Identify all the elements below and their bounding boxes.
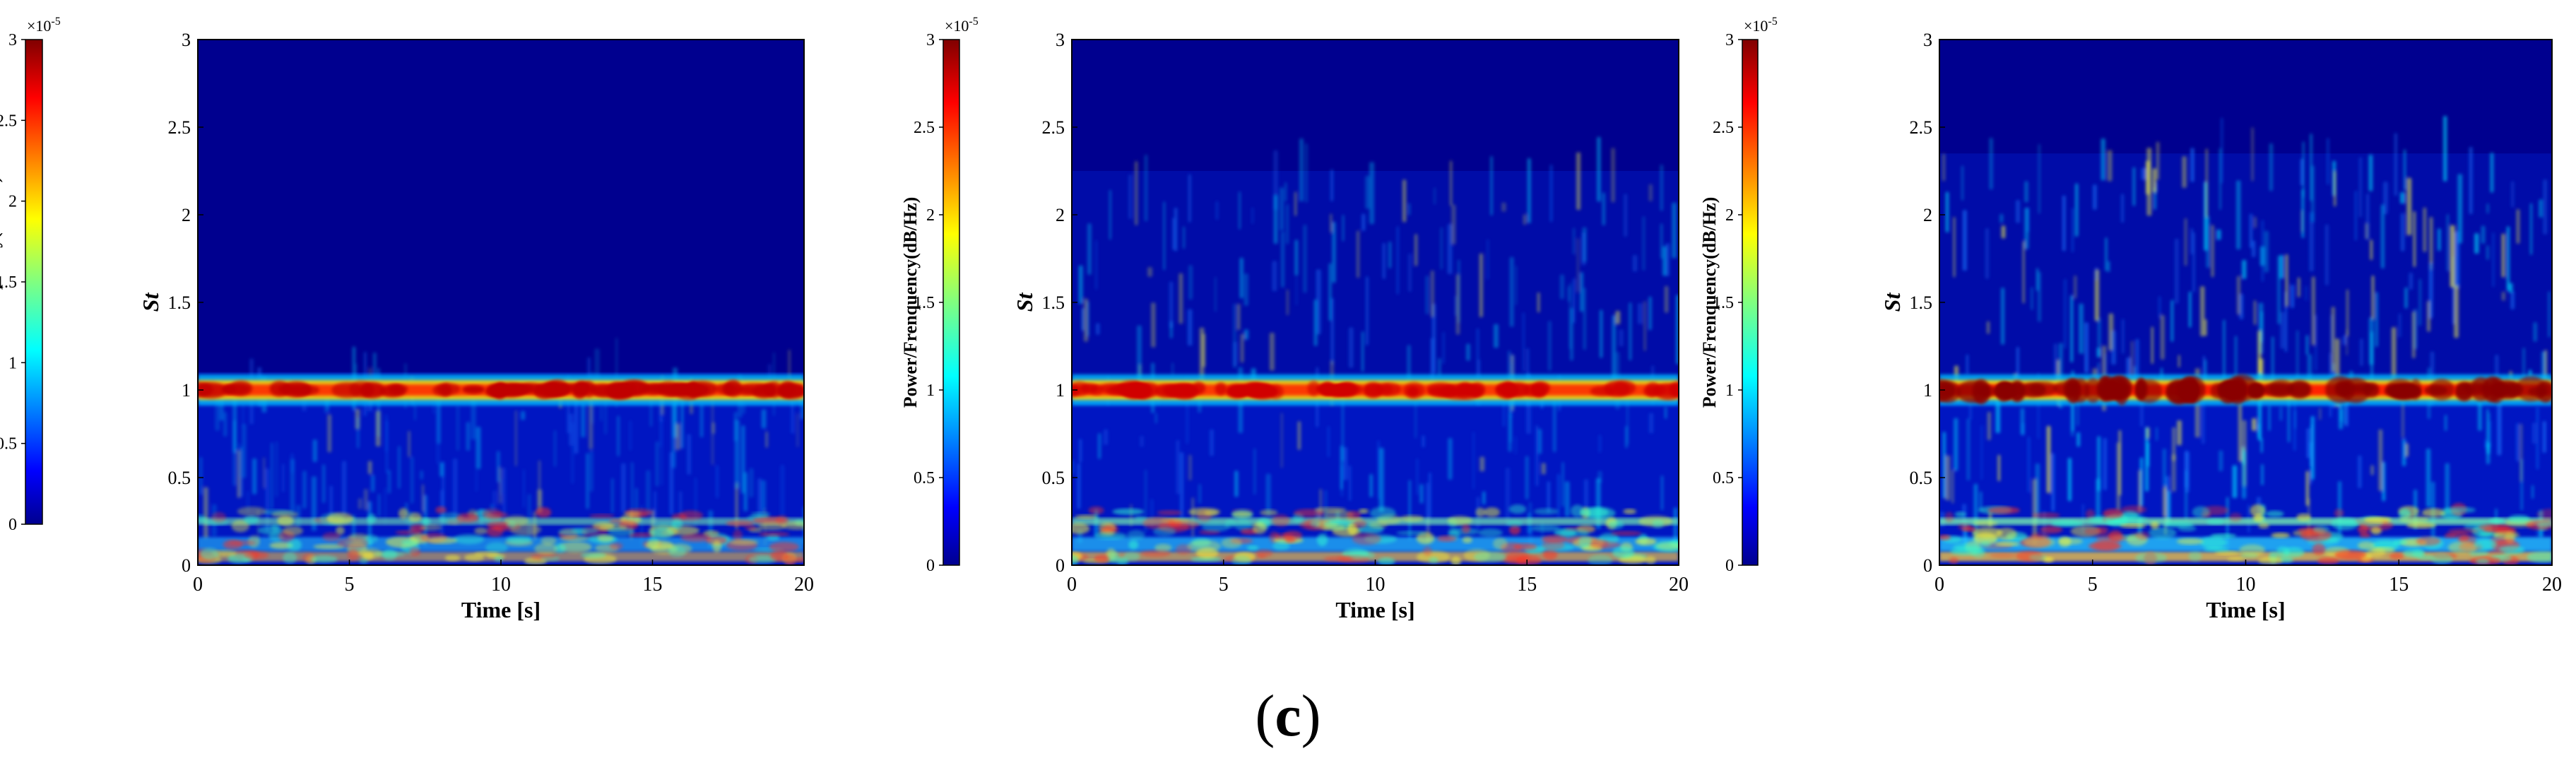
spectrogram-panel-1: 0 0.5 1 1.5 2 2.5 3 ×10-5 Power/Frenquency(dB/Hz…	[0, 16, 814, 622]
y-tick-label: 1	[1923, 380, 1932, 401]
colorbar-tick-label: 2.5	[914, 119, 935, 137]
y-tick-label: 3	[1923, 30, 1932, 50]
colorbar-exponent: ×10-5	[945, 16, 979, 35]
x-tick-label: 0	[1934, 574, 1944, 596]
x-tick-label: 15	[1517, 574, 1537, 596]
colorbar-tick-label: 1	[1725, 382, 1734, 400]
spectrogram-panel-3: 0 0.5 1 1.5 2 2.5 3 ×10-5 Power/Frenquency(dB/Hz…	[1699, 16, 2562, 622]
spectrogram-field	[1072, 136, 1679, 565]
y-axis-label: St	[138, 292, 163, 312]
y-tick-label: 2	[182, 205, 191, 225]
colorbar-exponent: ×10-5	[27, 16, 61, 35]
y-tick-label: 3	[182, 30, 191, 50]
colorbar-exponent: ×10-5	[1744, 16, 1778, 35]
colorbar-tick-label: 0	[8, 516, 17, 534]
x-tick-label: 10	[2236, 574, 2256, 596]
x-tick-label: 15	[2389, 574, 2409, 596]
colorbar-tick-label: 2.5	[0, 112, 17, 130]
y-tick-label: 2	[1923, 205, 1932, 225]
y-tick-label: 3	[1056, 30, 1065, 50]
y-axis-label: St	[1879, 292, 1905, 312]
colorbar-tick-label: 1	[926, 382, 935, 400]
x-tick-label: 20	[794, 574, 814, 596]
y-tick-label: 1.5	[1042, 292, 1065, 313]
y-tick-label: 0.5	[168, 468, 191, 488]
colorbar-tick-label: 0.5	[1713, 469, 1734, 487]
colorbar-label: Power/Frenquency(dB/Hz)	[0, 177, 3, 387]
colorbar-tick-label: 0.5	[0, 435, 17, 454]
colorbar-tick-label: 1.5	[0, 273, 17, 292]
figure-caption: (c)	[1255, 683, 1321, 749]
y-tick-label: 2.5	[168, 117, 191, 138]
y-tick-label: 0	[1923, 555, 1932, 576]
colorbar-tick-label: 1.5	[914, 294, 935, 312]
x-tick-label: 20	[1669, 574, 1689, 596]
y-tick-label: 1	[1056, 380, 1065, 401]
spectrogram-panel-2: 0 0.5 1 1.5 2 2.5 3 ×10-5 Power/Frenquency(dB/Hz…	[900, 16, 1689, 622]
x-tick-label: 5	[1219, 574, 1229, 596]
colorbar-tick-label: 2	[926, 206, 935, 225]
y-tick-label: 2	[1056, 205, 1065, 225]
x-axis-label: Time [s]	[2206, 597, 2285, 622]
x-axis-label: Time [s]	[1335, 597, 1414, 622]
y-tick-label: 1	[182, 380, 191, 401]
colorbar-tick-label: 3	[926, 31, 935, 49]
colorbar-tick-label: 2	[1725, 206, 1734, 225]
x-tick-label: 5	[345, 574, 355, 596]
y-tick-label: 2.5	[1042, 117, 1065, 138]
x-tick-label: 20	[2542, 574, 2562, 596]
colorbar-tick-label: 0	[1725, 557, 1734, 575]
colorbar-label: Power/Frenquency(dB/Hz)	[1699, 197, 1720, 408]
colorbar-tick-label: 1.5	[1713, 294, 1734, 312]
colorbar-tick-label: 1	[8, 354, 17, 372]
caption-label: c	[1275, 683, 1301, 749]
x-tick-label: 5	[2088, 574, 2098, 596]
colorbar	[25, 39, 43, 525]
colorbar-tick-label: 2	[8, 193, 17, 211]
colorbar	[1742, 39, 1759, 566]
x-tick-label: 10	[1366, 574, 1386, 596]
y-tick-label: 0.5	[1042, 468, 1065, 488]
spectrogram-field	[198, 338, 804, 565]
y-tick-label: 1.5	[168, 292, 191, 313]
x-tick-label: 15	[643, 574, 663, 596]
y-tick-label: 1.5	[1910, 292, 1933, 313]
colorbar	[943, 39, 960, 566]
x-tick-label: 0	[1067, 574, 1077, 596]
colorbar-label: Power/Frenquency(dB/Hz)	[900, 197, 921, 408]
x-axis-label: Time [s]	[461, 597, 540, 622]
colorbar-tick-label: 0.5	[914, 469, 935, 487]
colorbar-tick-label: 3	[8, 31, 17, 49]
y-axis-label: St	[1012, 292, 1037, 312]
spectrogram-field	[1939, 116, 2552, 565]
y-tick-label: 0	[182, 555, 191, 576]
x-tick-label: 0	[193, 574, 203, 596]
colorbar-tick-label: 3	[1725, 31, 1734, 49]
y-tick-label: 2.5	[1910, 117, 1933, 138]
y-tick-label: 0.5	[1910, 468, 1933, 488]
x-tick-label: 10	[491, 574, 511, 596]
colorbar-tick-label: 0	[926, 557, 935, 575]
colorbar-tick-label: 2.5	[1713, 119, 1734, 137]
y-tick-label: 0	[1056, 555, 1065, 576]
